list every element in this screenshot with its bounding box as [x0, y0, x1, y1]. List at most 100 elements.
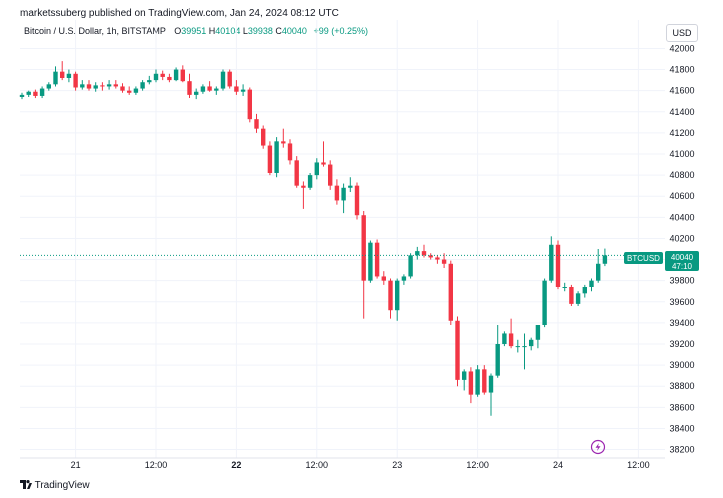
candle-body: [133, 88, 139, 93]
price-tag-price: 40040: [671, 253, 694, 262]
symbol-description[interactable]: Bitcoin / U.S. Dollar, 1h, BITSTAMP: [24, 26, 166, 36]
candle-body: [254, 119, 259, 129]
price-tick-label: 41400: [669, 107, 694, 117]
candle-body: [274, 141, 279, 173]
time-tick-label: 12:00: [145, 460, 168, 470]
time-tick-label: 12:00: [306, 460, 329, 470]
price-tick-label: 40200: [669, 233, 694, 243]
price-tick-label: 41200: [669, 128, 694, 138]
candle-body: [247, 89, 252, 120]
candle-body: [495, 344, 500, 376]
candle-body: [127, 90, 132, 93]
currency-button[interactable]: USD: [666, 24, 698, 42]
price-tick-label: 39000: [669, 360, 694, 370]
candle-body: [301, 185, 306, 188]
time-tick-label: 23: [392, 460, 402, 470]
lightning-icon[interactable]: [590, 439, 606, 455]
price-tag-bg: [665, 251, 699, 271]
candle-body: [173, 69, 179, 81]
close-label: C: [275, 26, 282, 36]
candle-body: [341, 187, 346, 201]
price-tag-symbol-bg: [624, 252, 663, 264]
high-label: H: [208, 26, 216, 36]
candle-body: [100, 85, 105, 87]
price-tick-label: 40600: [669, 191, 694, 201]
candle-body: [39, 88, 45, 96]
candle-body: [589, 280, 594, 287]
candle-body: [421, 251, 427, 256]
candle-body: [194, 91, 199, 95]
open-value: 39951: [181, 26, 207, 36]
candle-body: [582, 287, 587, 294]
candle-body: [462, 371, 467, 380]
price-axis[interactable]: 42000 41800 41600 41400 41200 41000 40800 40600…: [669, 43, 694, 454]
candle-body: [549, 244, 554, 281]
candle-body: [113, 84, 118, 87]
price-tick-label: 40800: [669, 170, 694, 180]
candle-body: [334, 185, 340, 201]
candle-body: [46, 84, 51, 89]
candle-body: [167, 76, 172, 81]
low-label: L: [242, 26, 248, 36]
candle-body: [408, 255, 413, 277]
price-tag-symbol: BTCUSD: [627, 254, 660, 263]
candles-layer: [19, 61, 608, 416]
price-tick-label: 41800: [669, 65, 694, 75]
candle-body: [160, 73, 165, 77]
candle-body: [522, 346, 527, 348]
candle-body: [542, 280, 547, 325]
candle-body: [348, 185, 353, 188]
time-tick-label: 22: [231, 460, 241, 470]
low-value: 39938: [247, 26, 273, 36]
candle-body: [354, 185, 360, 216]
price-tick-label: 40400: [669, 212, 694, 222]
candle-body: [482, 369, 487, 393]
candle-body: [468, 371, 474, 395]
candle-body: [321, 162, 326, 165]
candle-body: [529, 339, 534, 347]
price-tick-label: 42000: [669, 43, 694, 53]
time-axis[interactable]: 21 12:00 22 12:00 23 12:00 24 12:00: [71, 460, 650, 470]
candle-body: [602, 255, 608, 264]
candle-body: [214, 88, 219, 91]
candle-body: [73, 73, 78, 88]
candle-body: [428, 255, 433, 258]
candle-body: [153, 73, 159, 81]
price-tick-label: 41600: [669, 86, 694, 96]
candle-body: [26, 91, 31, 95]
candle-body: [415, 251, 420, 256]
candle-body: [435, 257, 440, 260]
candle-body: [401, 276, 407, 281]
price-tick-label: 41000: [669, 149, 694, 159]
candle-body: [307, 175, 313, 188]
tradingview-logo[interactable]: TradingView: [20, 480, 90, 491]
candle-body: [508, 333, 514, 347]
candle-body: [19, 94, 25, 97]
candle-body: [569, 287, 574, 304]
price-tick-label: 38400: [669, 423, 694, 433]
high-value: 40104: [215, 26, 241, 36]
candle-body: [53, 71, 58, 85]
candle-body: [368, 242, 373, 281]
candle-body: [187, 81, 192, 95]
last-price-tag: BTCUSD 40040 47:10: [624, 251, 699, 271]
candle-body: [448, 263, 453, 321]
candle-body: [294, 160, 299, 186]
price-tick-label: 39600: [669, 297, 694, 307]
candle-body: [140, 82, 145, 89]
change-value: +99 (+0.25%): [313, 26, 368, 36]
candle-body: [33, 91, 38, 96]
candle-body: [200, 86, 206, 92]
candle-body: [374, 242, 380, 277]
candle-body: [328, 164, 333, 186]
price-tick-label: 38600: [669, 402, 694, 412]
candle-body: [502, 333, 507, 344]
candle-body: [361, 215, 366, 281]
candle-body: [180, 69, 185, 82]
price-tick-label: 38200: [669, 445, 694, 455]
footer-logo-text: TradingView: [34, 480, 90, 491]
candle-body: [227, 71, 232, 87]
candle-body: [106, 84, 112, 87]
